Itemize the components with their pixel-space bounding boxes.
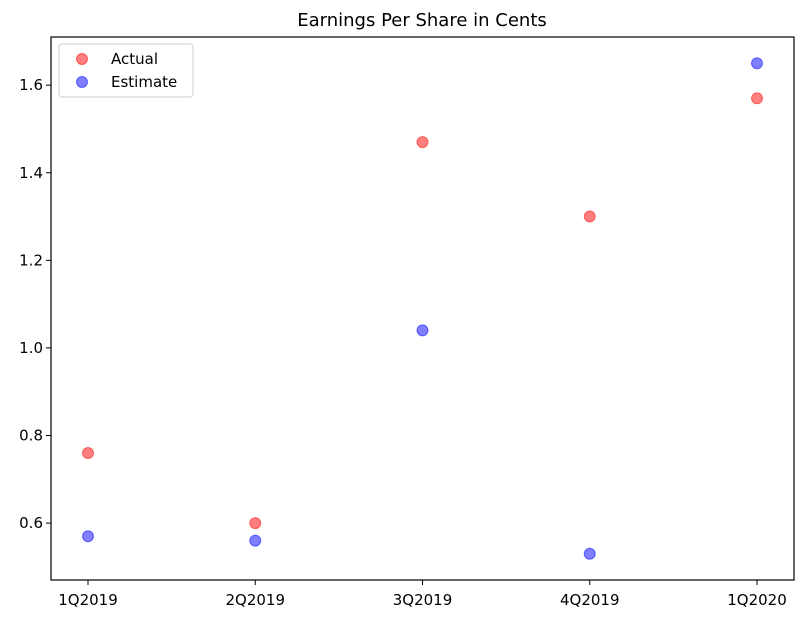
data-point-estimate: [751, 57, 763, 70]
data-point-actual: [249, 517, 262, 530]
x-axis: 1Q2019 2Q2019 3Q2019 4Q2019 1Q2020: [58, 580, 787, 609]
series-estimate: [82, 57, 763, 560]
data-point-actual: [416, 136, 429, 149]
legend-label-actual: Actual: [111, 50, 158, 68]
y-axis: 0.6 0.8 1.0 1.2 1.4 1.6: [19, 76, 51, 532]
y-tick-label: 0.8: [19, 426, 43, 444]
x-tick-label: 3Q2019: [393, 591, 453, 609]
y-tick-label: 1.2: [19, 251, 43, 269]
y-tick-label: 1.0: [19, 339, 43, 357]
plot-frame: [50, 36, 795, 581]
x-tick-label: 2Q2019: [225, 591, 285, 609]
data-point-estimate: [82, 530, 94, 543]
data-point-estimate: [583, 547, 596, 560]
series-actual: [82, 92, 763, 530]
data-point-actual: [82, 447, 94, 460]
legend-marker-actual: [76, 53, 88, 65]
legend: Actual Estimate: [58, 43, 194, 98]
legend-box: [58, 43, 194, 98]
y-tick-label: 0.6: [19, 514, 43, 532]
data-point-actual: [751, 92, 763, 105]
chart-title: Earnings Per Share in Cents: [297, 10, 547, 31]
y-tick-label: 1.4: [19, 164, 43, 182]
x-tick-label: 4Q2019: [560, 591, 620, 609]
x-tick-label: 1Q2019: [58, 591, 118, 609]
data-point-actual: [583, 210, 596, 223]
y-tick-label: 1.6: [19, 76, 43, 94]
legend-marker-estimate: [76, 76, 88, 88]
series-layer: [82, 57, 763, 560]
legend-label-estimate: Estimate: [111, 73, 177, 91]
x-tick-label: 1Q2020: [727, 591, 787, 609]
data-point-estimate: [249, 534, 262, 547]
data-point-estimate: [416, 324, 429, 337]
